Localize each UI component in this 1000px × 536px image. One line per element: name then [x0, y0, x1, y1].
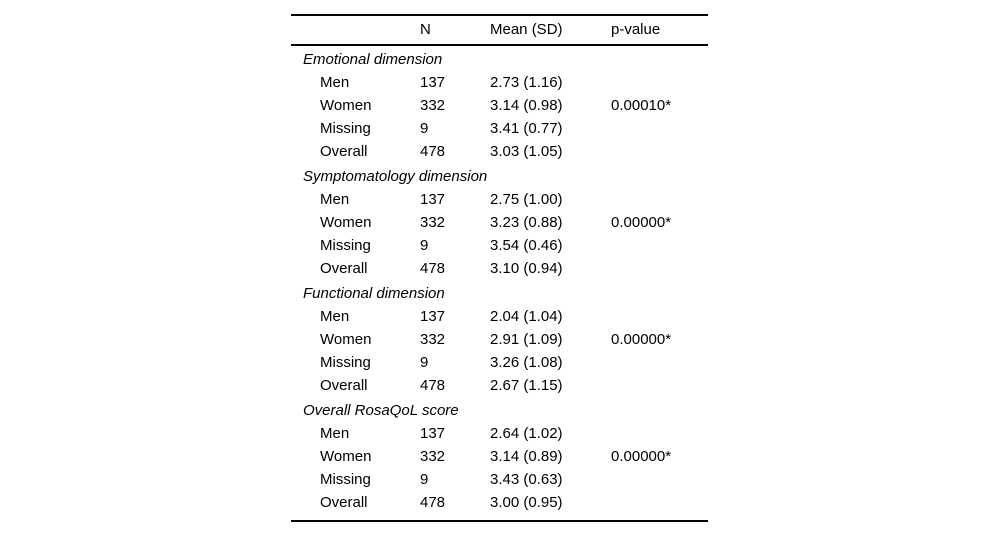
stats-table: N Mean (SD) p-value Emotional dimension M…	[291, 14, 708, 522]
table-row: Missing 9 3.26 (1.08)	[291, 351, 708, 374]
row-label: Overall	[320, 377, 368, 394]
row-n: 332	[420, 448, 446, 465]
row-n: 478	[420, 260, 446, 277]
row-n: 332	[420, 97, 446, 114]
table-row: Overall 478 3.00 (0.95)	[291, 491, 708, 514]
table-row: Women 332 3.23 (0.88) 0.00000*	[291, 211, 708, 234]
table-header-row: N Mean (SD) p-value	[291, 16, 708, 44]
table-row: Men 137 2.75 (1.00)	[291, 188, 708, 211]
row-label: Missing	[320, 471, 371, 488]
section-title: Symptomatology dimension	[303, 168, 488, 185]
row-p-value: 0.00010*	[611, 97, 672, 114]
row-label: Missing	[320, 237, 371, 254]
header-n: N	[420, 20, 431, 38]
row-p-value: 0.00000*	[611, 214, 672, 231]
row-n: 332	[420, 214, 446, 231]
row-label: Men	[320, 74, 350, 91]
row-mean-sd: 2.91 (1.09)	[490, 331, 563, 348]
row-mean-sd: 3.23 (0.88)	[490, 214, 563, 231]
table-row: Overall 478 3.03 (1.05)	[291, 140, 708, 163]
row-n: 9	[420, 120, 429, 137]
table-row: Overall 478 3.10 (0.94)	[291, 257, 708, 280]
row-n: 332	[420, 331, 446, 348]
table-row: Overall 478 2.67 (1.15)	[291, 374, 708, 397]
table-row: Missing 9 3.41 (0.77)	[291, 117, 708, 140]
row-mean-sd: 2.64 (1.02)	[490, 425, 563, 442]
table-row: Men 137 2.73 (1.16)	[291, 71, 708, 94]
row-label: Men	[320, 425, 350, 442]
row-label: Overall	[320, 494, 368, 511]
table-row: Missing 9 3.54 (0.46)	[291, 234, 708, 257]
row-mean-sd: 3.14 (0.98)	[490, 97, 563, 114]
table-row: Men 137 2.04 (1.04)	[291, 305, 708, 328]
section-title: Emotional dimension	[303, 51, 443, 68]
row-p-value: 0.00000*	[611, 448, 672, 465]
header-p-value: p-value	[611, 20, 661, 38]
table-bottom-rule	[291, 520, 708, 522]
row-label: Missing	[320, 120, 371, 137]
row-mean-sd: 3.26 (1.08)	[490, 354, 563, 371]
section-title-row: Symptomatology dimension	[291, 165, 708, 188]
row-p-value: 0.00000*	[611, 331, 672, 348]
row-mean-sd: 2.75 (1.00)	[490, 191, 563, 208]
table-top-rule	[291, 14, 708, 16]
section-title: Functional dimension	[303, 285, 445, 302]
row-mean-sd: 2.04 (1.04)	[490, 308, 563, 325]
row-label: Overall	[320, 143, 368, 160]
row-label: Missing	[320, 354, 371, 371]
row-n: 478	[420, 143, 446, 160]
row-mean-sd: 3.10 (0.94)	[490, 260, 563, 277]
row-mean-sd: 3.14 (0.89)	[490, 448, 563, 465]
row-label: Overall	[320, 260, 368, 277]
section-title: Overall RosaQoL score	[303, 402, 459, 419]
row-n: 9	[420, 354, 429, 371]
row-mean-sd: 3.54 (0.46)	[490, 237, 563, 254]
section-title-row: Overall RosaQoL score	[291, 399, 708, 422]
row-n: 137	[420, 191, 446, 208]
row-n: 9	[420, 471, 429, 488]
row-mean-sd: 2.67 (1.15)	[490, 377, 563, 394]
section-title-row: Emotional dimension	[291, 48, 708, 71]
row-n: 478	[420, 494, 446, 511]
table-body: Emotional dimension Men 137 2.73 (1.16) Wome…	[291, 48, 708, 514]
row-label: Men	[320, 191, 350, 208]
row-mean-sd: 3.03 (1.05)	[490, 143, 563, 160]
row-n: 9	[420, 237, 429, 254]
row-label: Women	[320, 97, 372, 114]
row-n: 137	[420, 425, 446, 442]
table-row: Women 332 2.91 (1.09) 0.00000*	[291, 328, 708, 351]
row-n: 137	[420, 308, 446, 325]
row-label: Women	[320, 331, 372, 348]
section-title-row: Functional dimension	[291, 282, 708, 305]
row-mean-sd: 2.73 (1.16)	[490, 74, 563, 91]
row-n: 478	[420, 377, 446, 394]
table-row: Missing 9 3.43 (0.63)	[291, 468, 708, 491]
row-n: 137	[420, 74, 446, 91]
row-label: Men	[320, 308, 350, 325]
table-row: Men 137 2.64 (1.02)	[291, 422, 708, 445]
table-row: Women 332 3.14 (0.89) 0.00000*	[291, 445, 708, 468]
row-mean-sd: 3.41 (0.77)	[490, 120, 563, 137]
row-label: Women	[320, 448, 372, 465]
table-row: Women 332 3.14 (0.98) 0.00010*	[291, 94, 708, 117]
row-mean-sd: 3.00 (0.95)	[490, 494, 563, 511]
header-mean-sd: Mean (SD)	[490, 20, 563, 38]
row-mean-sd: 3.43 (0.63)	[490, 471, 563, 488]
row-label: Women	[320, 214, 372, 231]
table-header-rule	[291, 43, 708, 46]
